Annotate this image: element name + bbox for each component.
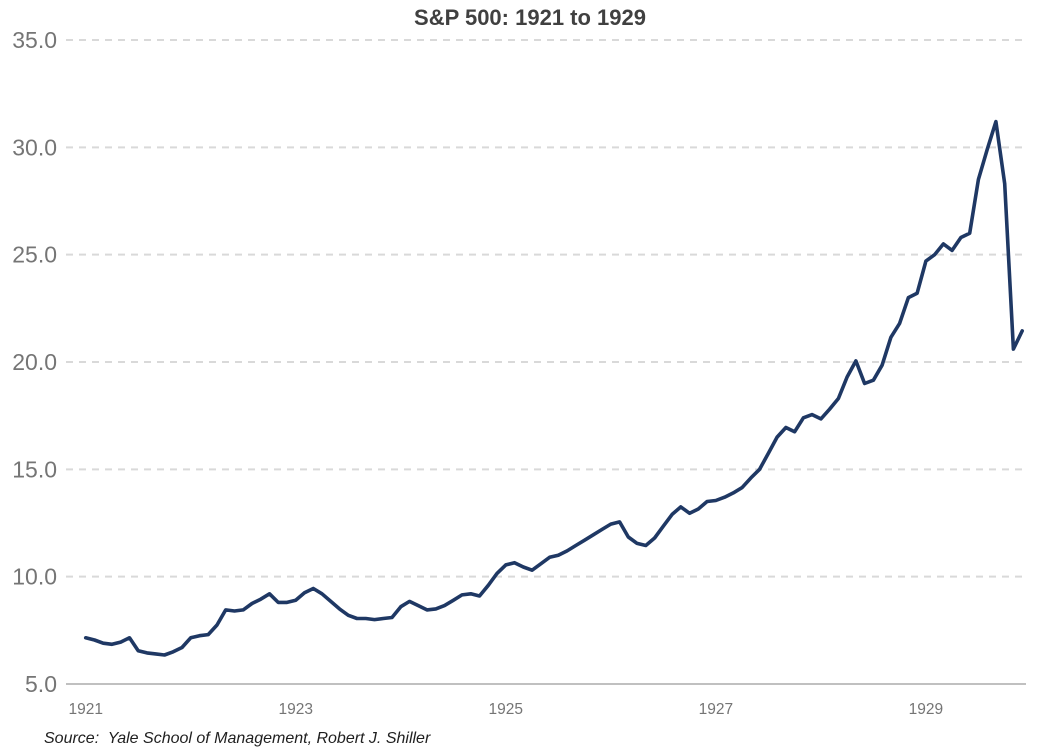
y-tick-label: 25.0 [12,242,57,268]
x-tick-label: 1927 [699,701,733,718]
y-tick-label: 15.0 [12,456,57,482]
x-tick-label: 1925 [489,701,523,718]
price-line [83,119,1025,657]
x-tick-label: 1929 [909,701,943,718]
y-tick-label: 20.0 [12,349,57,375]
y-tick-label: 5.0 [25,671,57,697]
y-tick-label: 30.0 [12,134,57,160]
x-tick-label: 1923 [279,701,313,718]
y-tick-label: 35.0 [12,27,57,53]
x-tick-label: 1921 [68,701,102,718]
source-note: Source: Yale School of Management, Rober… [44,730,431,747]
chart-title: S&P 500: 1921 to 1929 [414,5,646,30]
y-tick-label: 10.0 [12,564,57,590]
